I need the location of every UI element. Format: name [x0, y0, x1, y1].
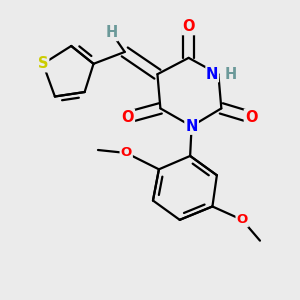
Text: N: N [206, 67, 218, 82]
Text: H: H [225, 67, 237, 82]
Text: O: O [121, 146, 132, 160]
Text: O: O [182, 19, 195, 34]
Text: S: S [38, 56, 48, 71]
Text: O: O [236, 213, 248, 226]
Text: O: O [245, 110, 257, 125]
Text: O: O [122, 110, 134, 125]
Text: H: H [105, 25, 118, 40]
Text: N: N [185, 119, 198, 134]
